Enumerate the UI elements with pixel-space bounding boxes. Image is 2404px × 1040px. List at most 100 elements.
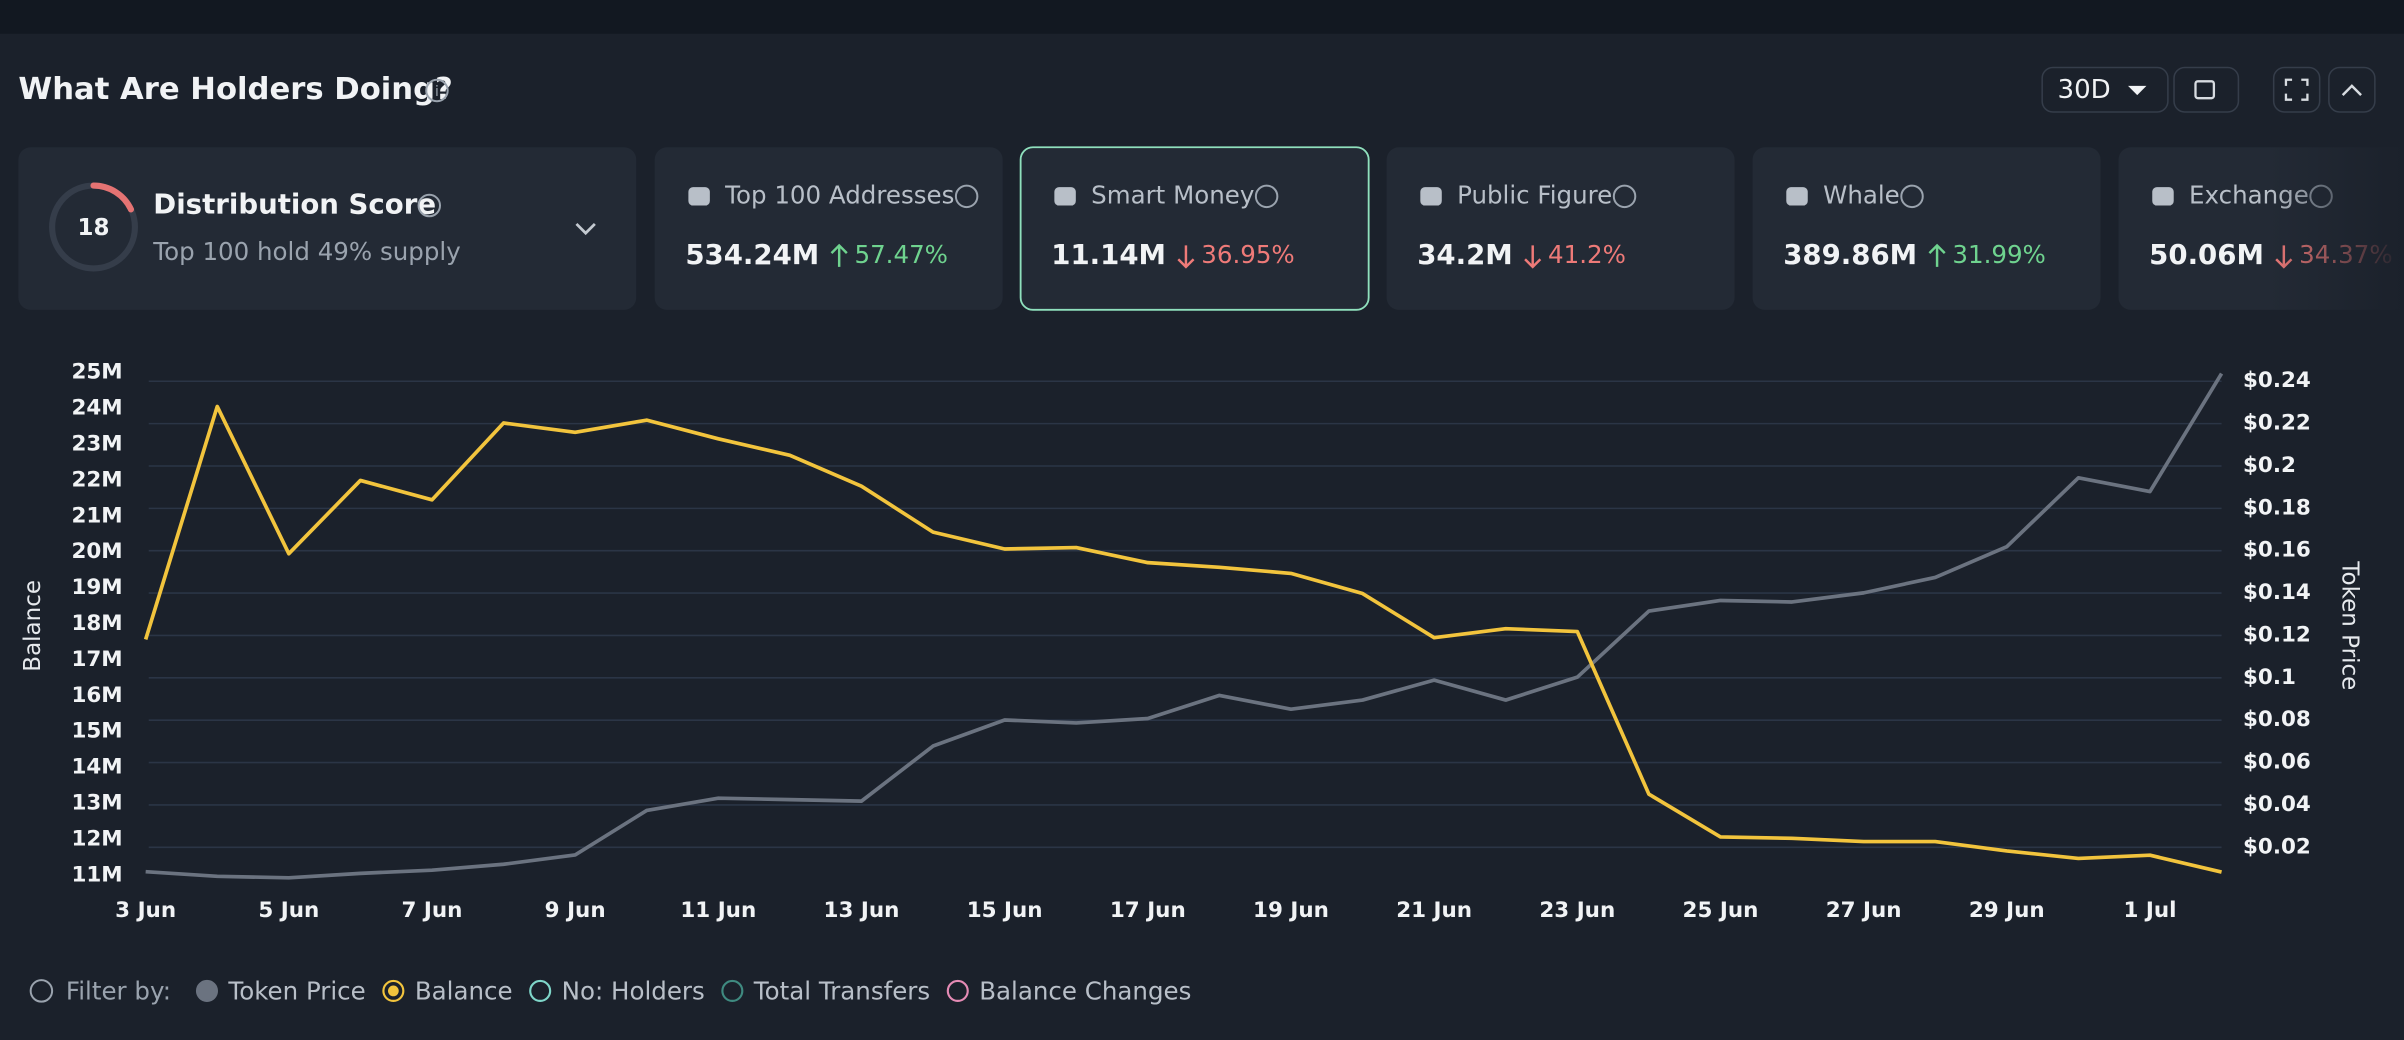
series-line xyxy=(143,404,2222,874)
distribution-card[interactable]: 18 Distribution Score Top 100 hold 49% s… xyxy=(18,147,637,310)
change-arrow xyxy=(1524,245,1542,269)
legend-text[interactable]: No: Holders xyxy=(562,976,705,1005)
card-bg xyxy=(1752,147,2101,310)
metric-card[interactable]: Top 100 Addresses 534.24M 57.47% xyxy=(654,147,1003,310)
x-tick-label: 11 Jun xyxy=(680,898,756,923)
chart: $0.02 $0.04 $0.06 $0.08 $0.1 $0.12 $0.14 $0.16 $… xyxy=(71,360,2310,923)
x-tick-label: 3 Jun xyxy=(115,898,176,923)
card-value: 534.24M xyxy=(685,238,819,271)
legend-text[interactable]: Balance Changes xyxy=(979,976,1191,1005)
card-icon xyxy=(2152,187,2174,206)
legend-text[interactable]: Token Price xyxy=(227,976,365,1005)
fullscreen-button[interactable] xyxy=(2272,66,2321,113)
card-label: Top 100 Addresses xyxy=(724,180,954,209)
y-tick-label: 25M xyxy=(71,360,122,385)
info-glyph: i xyxy=(435,84,439,100)
metric-card[interactable]: Public Figure 34.2M 41.2% xyxy=(1386,147,1735,310)
x-tick-label: 13 Jun xyxy=(824,898,900,923)
y-tick-label: 11M xyxy=(71,862,122,887)
legend-item[interactable]: Token Price xyxy=(195,976,366,1005)
caret xyxy=(2128,85,2147,96)
card-value: 389.86M xyxy=(1783,238,1917,271)
range-label[interactable]: 30D xyxy=(2058,75,2111,105)
card-title: Distribution Score xyxy=(153,188,436,221)
collapse-button[interactable] xyxy=(2328,66,2376,113)
calendar-icon xyxy=(2194,80,2216,100)
y-tick-label: 21M xyxy=(71,503,122,528)
y2-tick-label: $0.08 xyxy=(2243,707,2311,732)
y2-tick-label: $0.18 xyxy=(2243,495,2311,520)
info-icon[interactable] xyxy=(29,979,54,1003)
legend-marker[interactable] xyxy=(195,979,219,1002)
x-tick-label: 9 Jun xyxy=(545,898,606,923)
metric-card[interactable]: Whale 389.86M 31.99% xyxy=(1752,147,2101,310)
info-icon[interactable] xyxy=(1900,184,1924,209)
legend-marker[interactable] xyxy=(946,979,969,1002)
x-tick-label: 27 Jun xyxy=(1826,898,1902,923)
legend-text[interactable]: Total Transfers xyxy=(753,976,930,1005)
legend-item[interactable]: Balance xyxy=(382,976,513,1005)
y2-tick-label: $0.1 xyxy=(2243,665,2296,690)
legend-item[interactable]: Total Transfers xyxy=(721,976,930,1005)
x-tick-label: 17 Jun xyxy=(1110,898,1186,923)
info-icon[interactable] xyxy=(417,193,442,218)
card-icon xyxy=(688,187,710,206)
calendar-button[interactable] xyxy=(2173,66,2240,113)
x-tick-label: 25 Jun xyxy=(1683,898,1759,923)
dropdown-box[interactable] xyxy=(2041,66,2169,113)
card-change: 31.99% xyxy=(1952,240,2045,269)
y2-tick-label: $0.16 xyxy=(2243,538,2311,563)
legend-marker[interactable] xyxy=(721,979,744,1002)
y2-tick-label: $0.02 xyxy=(2243,834,2311,859)
y2-tick-label: $0.14 xyxy=(2243,580,2311,605)
card-icon xyxy=(1786,187,1808,206)
legend-item[interactable]: Balance Changes xyxy=(946,976,1192,1005)
scroll-fade xyxy=(2269,144,2404,313)
info-icon[interactable] xyxy=(425,78,449,103)
range-dropdown[interactable]: 30D xyxy=(2041,66,2169,113)
legend-marker[interactable] xyxy=(382,979,405,1002)
x-tick-label: 15 Jun xyxy=(967,898,1043,923)
card-bg xyxy=(1386,147,1735,310)
series-line xyxy=(145,372,2224,880)
legend-item[interactable]: No: Holders xyxy=(529,976,705,1005)
info-icon[interactable] xyxy=(954,184,979,209)
y-tick-label: 23M xyxy=(71,432,122,457)
legend: Token Price Balance No: Holders Total Trans… xyxy=(195,976,1192,1005)
title: What Are Holders Doing? xyxy=(18,72,452,107)
y-tick-label: 19M xyxy=(71,575,122,600)
card-icon xyxy=(1054,187,1076,206)
x-tick-label: 5 Jun xyxy=(258,898,319,923)
change-arrow xyxy=(1177,245,1195,269)
card-bg xyxy=(654,147,1003,310)
card-change: 57.47% xyxy=(855,240,948,269)
y-tick-label: 15M xyxy=(71,719,122,744)
card-icon xyxy=(1420,187,1442,206)
card-bg xyxy=(18,147,637,310)
card-subtitle: Top 100 hold 49% supply xyxy=(152,237,460,266)
change-arrow xyxy=(830,243,848,267)
x-tick-label: 21 Jun xyxy=(1396,898,1472,923)
card-value: 34.2M xyxy=(1417,238,1513,271)
filter-label: Filter by: xyxy=(66,976,171,1005)
y-tick-label: 24M xyxy=(71,396,122,421)
info-icon[interactable] xyxy=(1612,184,1637,209)
y2-tick-label: $0.22 xyxy=(2243,411,2311,436)
chevron[interactable] xyxy=(575,222,596,236)
info-icon[interactable] xyxy=(1254,184,1279,209)
x-tick-label: 7 Jun xyxy=(402,898,463,923)
legend-marker[interactable] xyxy=(529,979,552,1002)
y-tick-label: 13M xyxy=(71,791,122,816)
y2-tick-label: $0.06 xyxy=(2243,750,2311,775)
cards: Top 100 Addresses 534.24M 57.47% Smart Mone… xyxy=(654,146,2404,311)
legend-dot xyxy=(387,985,399,997)
card-change: 41.2% xyxy=(1548,240,1626,269)
y-tick-label: 12M xyxy=(71,826,122,851)
x-tick-label: 23 Jun xyxy=(1539,898,1615,923)
legend-text[interactable]: Balance xyxy=(415,976,513,1005)
y-tick-label: 16M xyxy=(71,683,122,708)
y-tick-label: 14M xyxy=(71,755,122,780)
metric-card[interactable]: Smart Money 11.14M 36.95% xyxy=(1019,146,1370,311)
